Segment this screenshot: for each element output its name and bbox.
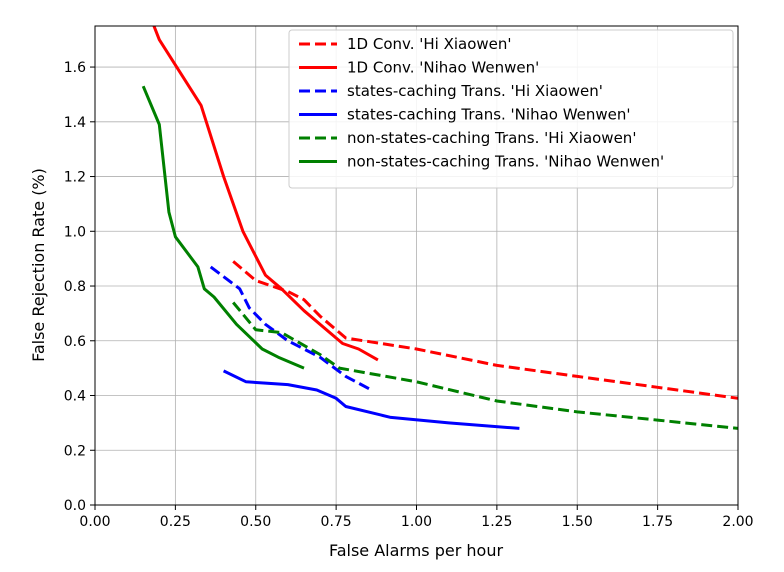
x-axis-label: False Alarms per hour — [329, 541, 503, 560]
legend: 1D Conv. 'Hi Xiaowen' 1D Conv. 'Nihao Wen… — [288, 29, 734, 189]
x-tick-label: 1.25 — [481, 514, 512, 530]
y-tick-label: 1.4 — [64, 115, 86, 131]
y-tick-label: 1.6 — [64, 60, 86, 76]
legend-label: non-states-caching Trans. 'Hi Xiaowen' — [347, 129, 636, 147]
y-axis-label: False Rejection Rate (%) — [29, 168, 48, 362]
legend-label: 1D Conv. 'Hi Xiaowen' — [347, 35, 512, 53]
legend-label: non-states-caching Trans. 'Nihao Wenwen' — [347, 153, 664, 171]
y-tick-label: 0.2 — [64, 443, 86, 459]
plot-series — [141, 26, 738, 430]
series-line-4 — [222, 369, 520, 430]
series-line-2 — [152, 26, 379, 362]
legend-label: states-caching Trans. 'Hi Xiaowen' — [347, 82, 603, 100]
x-tick-label: 0.00 — [79, 514, 110, 530]
x-tick-label: 0.25 — [160, 514, 191, 530]
series-line-6 — [141, 85, 305, 370]
series-line-5 — [232, 301, 738, 430]
series-line-1 — [232, 260, 738, 400]
x-tick-label: 2.00 — [722, 514, 753, 530]
x-tick-label: 1.50 — [562, 514, 593, 530]
y-tick-label: 0.4 — [64, 389, 86, 405]
legend-label: states-caching Trans. 'Nihao Wenwen' — [347, 106, 631, 124]
x-tick-label: 0.75 — [321, 514, 352, 530]
y-tick-label: 1.2 — [64, 170, 86, 186]
y-tick-label: 0.8 — [64, 279, 86, 295]
x-ticks: 0.00 0.25 0.50 0.75 1.00 1.25 1.50 1.75 2.00 — [79, 505, 754, 530]
y-tick-label: 0.6 — [64, 334, 86, 350]
y-tick-label: 0.0 — [64, 498, 86, 514]
series-line-3 — [209, 265, 373, 392]
y-ticks: 0.0 0.2 0.4 0.6 0.8 1.0 1.2 1.4 1.6 — [64, 60, 95, 514]
y-tick-label: 1.0 — [64, 224, 86, 240]
legend-box — [288, 29, 734, 189]
legend-label: 1D Conv. 'Nihao Wenwen' — [347, 59, 539, 77]
x-tick-label: 1.75 — [642, 514, 673, 530]
x-tick-label: 0.50 — [240, 514, 271, 530]
x-tick-label: 1.00 — [401, 514, 432, 530]
